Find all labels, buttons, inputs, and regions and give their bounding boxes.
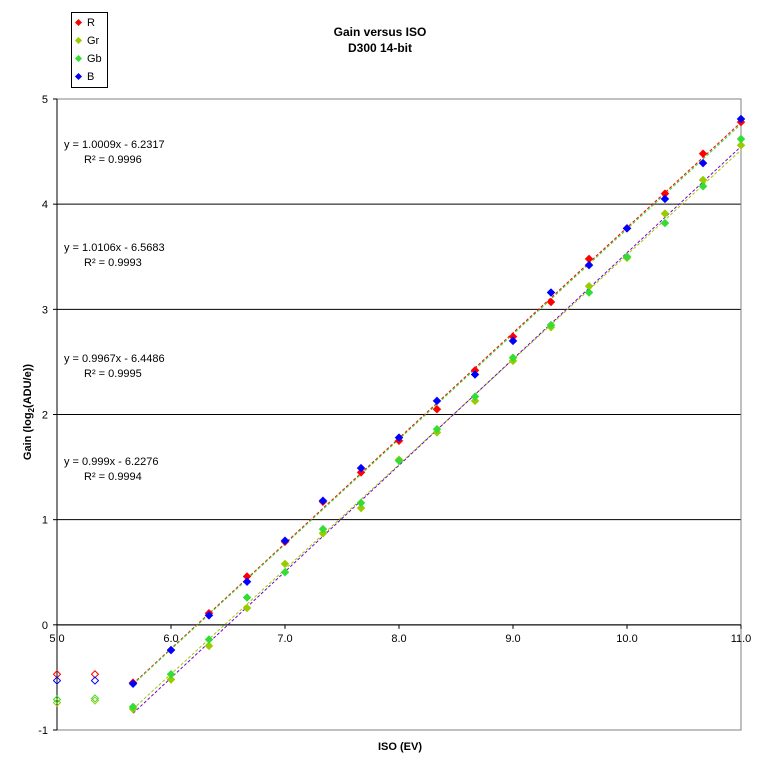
legend-marker-r (74, 18, 83, 26)
y-axis-label-post: (ADU/e)) (21, 363, 34, 408)
legend-label-gr: Gr (87, 35, 100, 47)
point-gb-16 (736, 134, 746, 144)
trendline-equation-r: y = 1.0009x - 6.2317 (64, 139, 165, 151)
point-gr-1 (166, 675, 176, 684)
legend-label-b: B (87, 71, 95, 83)
x-axis-label: ISO (EV) (377, 741, 423, 753)
point-b-16 (736, 114, 746, 124)
point-gb-0 (128, 702, 138, 712)
y-axis-label-pre: Gain (log (21, 412, 34, 461)
trendline-r2-r: R² = 0.9996 (84, 154, 142, 166)
chart-title-line1: Gain versus ISO (333, 25, 427, 39)
point-b-14 (660, 194, 670, 204)
legend-marker-gr (74, 36, 83, 44)
trendline-r2-gb: R² = 0.9994 (84, 471, 142, 483)
trendline-equation-b: y = 1.0106x - 6.5683 (64, 242, 165, 254)
excluded-point-gb-1 (90, 694, 100, 703)
y-tick-label-3: 2 (42, 410, 48, 422)
point-gr-4 (280, 559, 290, 569)
point-b-12 (584, 260, 594, 270)
legend-item-b: B (74, 70, 95, 84)
x-tick-label-0: 5.0 (49, 633, 64, 645)
point-gr-2 (204, 641, 214, 651)
x-tick-label-6: 11.0 (731, 633, 752, 645)
point-b-0 (128, 679, 138, 689)
y-tick-label-4: 3 (42, 304, 48, 316)
point-gb-7 (394, 456, 404, 466)
point-gb-5 (318, 524, 328, 534)
point-r-15 (698, 149, 708, 159)
point-b-4 (280, 536, 290, 546)
y-tick-label-0: -1 (38, 725, 48, 737)
trendline-equation-gb: y = 0.999x - 6.2276 (64, 456, 159, 468)
legend-item-r: R (74, 16, 95, 30)
tick-labels: -1 0 1 2 3 4 5 5.0 6.0 7.0 8.0 9.0 10.0 11.0 (38, 94, 751, 737)
legend: R Gr Gb B (71, 12, 108, 88)
point-b-8 (432, 396, 442, 406)
excluded-point-gr-0 (52, 698, 62, 707)
point-gb-12 (584, 288, 594, 297)
trendline-equation-gr: y = 0.9967x - 6.4486 (64, 353, 165, 365)
legend-item-gb: Gb (74, 52, 102, 66)
point-gr-14 (660, 209, 670, 218)
trendline-gb (132, 123, 742, 685)
trendline-r2-gr: R² = 0.9995 (84, 368, 142, 380)
axes (53, 98, 742, 731)
excluded-point-b-0 (52, 676, 62, 685)
point-gr-3 (242, 603, 252, 613)
x-tick-label-5: 10.0 (616, 633, 637, 645)
point-r-8 (432, 404, 442, 414)
point-gr-16 (736, 140, 746, 150)
point-b-7 (394, 433, 404, 442)
y-tick-label-2: 1 (42, 515, 48, 527)
legend-item-gr: Gr (74, 34, 100, 48)
point-r-11 (546, 297, 556, 307)
point-b-10 (508, 336, 518, 346)
x-tick-label-2: 7.0 (277, 633, 292, 645)
point-b-3 (242, 577, 252, 587)
y-axis-label: Gain (log2(ADU/e)) (22, 364, 36, 460)
point-gb-1 (166, 669, 176, 679)
point-b-6 (356, 463, 366, 473)
point-b-5 (318, 496, 328, 506)
point-gb-13 (622, 252, 632, 262)
point-b-11 (546, 288, 556, 297)
legend-label-r: R (87, 17, 95, 29)
point-gr-6 (356, 503, 366, 513)
point-gb-2 (204, 635, 214, 644)
legend-marker-gb (74, 54, 83, 62)
point-b-9 (470, 370, 480, 379)
point-gb-15 (698, 181, 708, 191)
y-axis-label-sub: 2 (27, 407, 37, 413)
point-gb-10 (508, 353, 518, 363)
legend-marker-b (74, 72, 83, 80)
excluded-point-gb-0 (52, 695, 62, 704)
x-tick-label-3: 8.0 (391, 633, 406, 645)
excluded-point-b-1 (90, 676, 100, 685)
trendline-r (132, 121, 742, 685)
x-tick-label-4: 9.0 (505, 633, 520, 645)
trendline-r2-b: R² = 0.9993 (84, 257, 142, 269)
data-points (52, 114, 746, 714)
chart-title-line2: D300 14-bit (347, 41, 413, 55)
point-b-2 (204, 611, 214, 620)
point-gb-4 (280, 567, 290, 577)
point-gb-8 (432, 424, 442, 434)
x-tick-label-1: 6.0 (163, 633, 178, 645)
y-tick-label-1: 0 (42, 620, 48, 632)
point-gb-14 (660, 218, 670, 228)
y-tick-label-5: 4 (42, 199, 48, 211)
y-tick-label-6: 5 (42, 94, 48, 106)
point-b-1 (166, 645, 176, 655)
point-gb-11 (546, 320, 556, 330)
point-gb-6 (356, 498, 366, 508)
point-gb-3 (242, 593, 252, 602)
point-b-15 (698, 158, 708, 168)
legend-label-gb: Gb (87, 53, 102, 65)
point-gb-9 (470, 392, 480, 401)
point-b-13 (622, 224, 632, 233)
